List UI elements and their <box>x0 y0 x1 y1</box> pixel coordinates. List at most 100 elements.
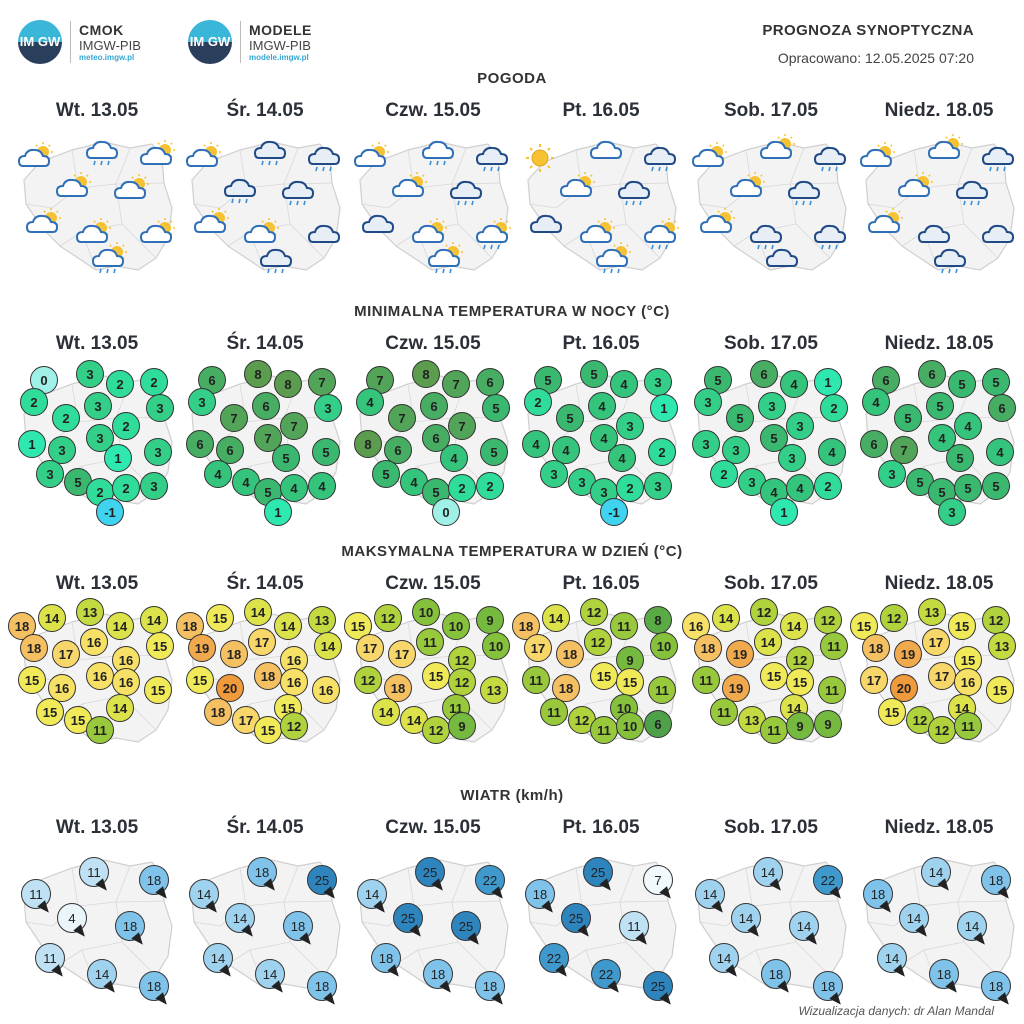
tmin-marker: 3 <box>540 460 568 488</box>
wind-marker: 14 <box>87 959 119 996</box>
logo-url[interactable]: modele.imgw.pl <box>249 53 309 62</box>
wind-marker: 18 <box>475 971 507 1008</box>
dark-cloud-icon <box>763 242 805 274</box>
tmax-marker: 15 <box>878 698 906 726</box>
tmax-marker: 13 <box>76 598 104 626</box>
tmin-marker: 7 <box>220 404 248 432</box>
tmax-marker: 14 <box>274 612 302 640</box>
tmax-marker: 9 <box>448 712 476 740</box>
tmax-marker: 19 <box>894 640 922 668</box>
tmin-marker: 1 <box>814 368 842 396</box>
tmin-marker: 3 <box>722 436 750 464</box>
day-label: Wt. 13.05 <box>55 100 139 121</box>
tmin-marker: 2 <box>112 474 140 502</box>
forecast-map <box>348 128 518 278</box>
tmax-marker: 11 <box>820 632 848 660</box>
partly-cloudy-icon <box>925 134 967 166</box>
tmin-marker: 8 <box>274 370 302 398</box>
wind-marker: 18 <box>371 943 403 980</box>
tmin-marker: 2 <box>20 388 48 416</box>
tmax-marker: 12 <box>374 604 402 632</box>
tmax-marker: 15 <box>616 668 644 696</box>
partly-cloudy-icon <box>577 218 619 250</box>
wind-speed-value: 14 <box>928 864 944 880</box>
tmin-marker: 3 <box>188 388 216 416</box>
wind-marker: 22 <box>539 943 571 980</box>
tmax-marker: 12 <box>422 716 450 744</box>
tmin-marker: 2 <box>106 370 134 398</box>
wind-speed-value: 11 <box>87 864 101 880</box>
tmin-marker: 4 <box>862 388 890 416</box>
logo-url[interactable]: meteo.imgw.pl <box>79 53 135 62</box>
tmax-marker: 11 <box>710 698 738 726</box>
tmax-marker: 20 <box>216 674 244 702</box>
tmax-marker: 19 <box>726 640 754 668</box>
wind-marker: 14 <box>957 911 989 948</box>
tmin-marker: 2 <box>524 388 552 416</box>
tmin-marker: 6 <box>216 436 244 464</box>
dark-cloud-rain-icon <box>221 172 263 204</box>
tmin-marker: 2 <box>112 412 140 440</box>
tmax-marker: 19 <box>188 634 216 662</box>
tmin-marker: 6 <box>750 360 778 388</box>
tmax-marker: 18 <box>254 662 282 690</box>
wind-speed-value: 14 <box>196 886 212 902</box>
wind-speed-value: 25 <box>568 910 584 926</box>
tmin-marker: 3 <box>778 444 806 472</box>
tmax-marker: 17 <box>248 628 276 656</box>
dark-cloud-rain-icon <box>257 242 299 274</box>
partly-cloudy-icon <box>183 142 225 174</box>
tmin-marker: 5 <box>372 460 400 488</box>
tmax-marker: 16 <box>112 668 140 696</box>
forecast-map: 18 14 12 11 8 10 17 18 12 9 11 18 15 15 11 10 11 12 11 10 6 <box>512 598 686 750</box>
day-label: Sob. 17.05 <box>724 333 818 354</box>
tmin-marker: 3 <box>644 368 672 396</box>
tmax-marker: 11 <box>818 676 846 704</box>
section-title-tmax: MAKSYMALNA TEMPERATURA W DZIEŃ (°C) <box>341 543 683 560</box>
tmin-marker: 3 <box>878 460 906 488</box>
tmax-marker: 13 <box>480 676 508 704</box>
tmin-marker: 3 <box>84 392 112 420</box>
dark-cloud-rain-icon <box>447 174 489 206</box>
tmin-marker: 1 <box>650 394 678 422</box>
tmin-marker: 6 <box>252 392 280 420</box>
wind-marker: 14 <box>189 879 221 916</box>
wind-speed-value: 14 <box>884 950 900 966</box>
tmax-marker: 12 <box>448 668 476 696</box>
tmin-marker: 7 <box>388 404 416 432</box>
day-label: Czw. 15.05 <box>385 573 481 594</box>
tmin-marker: 6 <box>420 392 448 420</box>
wind-marker: 25 <box>307 865 339 902</box>
dark-cloud-rain-icon <box>979 140 1021 172</box>
tmax-marker: 16 <box>280 668 308 696</box>
wind-marker: 25 <box>393 903 425 940</box>
wind-speed-value: 18 <box>482 978 498 994</box>
tmax-marker: 15 <box>206 604 234 632</box>
wind-marker: 18 <box>761 959 793 996</box>
tmax-marker: 16 <box>80 628 108 656</box>
tmin-marker: 3 <box>314 394 342 422</box>
dark-cloud-rain-icon <box>747 218 789 250</box>
wind-speed-value: 14 <box>906 910 922 926</box>
tmin-marker: 6 <box>988 394 1016 422</box>
tmax-marker: 14 <box>244 598 272 626</box>
dark-cloud-rain-icon <box>251 134 293 166</box>
partly-cloudy-icon <box>111 174 153 206</box>
page-title: PROGNOZA SYNOPTYCZNA <box>762 22 974 39</box>
tmin-marker: 2 <box>710 460 738 488</box>
wind-speed-value: 18 <box>314 978 330 994</box>
tmax-marker: 11 <box>590 716 618 744</box>
wind-marker: 11 <box>79 857 111 894</box>
wind-speed-value: 22 <box>820 872 836 888</box>
tmin-marker: 6 <box>186 430 214 458</box>
tmax-marker: 15 <box>760 662 788 690</box>
partly-cloudy-icon <box>241 218 283 250</box>
day-label: Śr. 14.05 <box>226 573 304 594</box>
wind-marker: 18 <box>247 857 279 894</box>
tmax-marker: 18 <box>8 612 36 640</box>
tmin-marker: 8 <box>354 430 382 458</box>
tmax-marker: 15 <box>422 662 450 690</box>
logo-divider <box>70 21 71 63</box>
tmin-marker: 3 <box>76 360 104 388</box>
